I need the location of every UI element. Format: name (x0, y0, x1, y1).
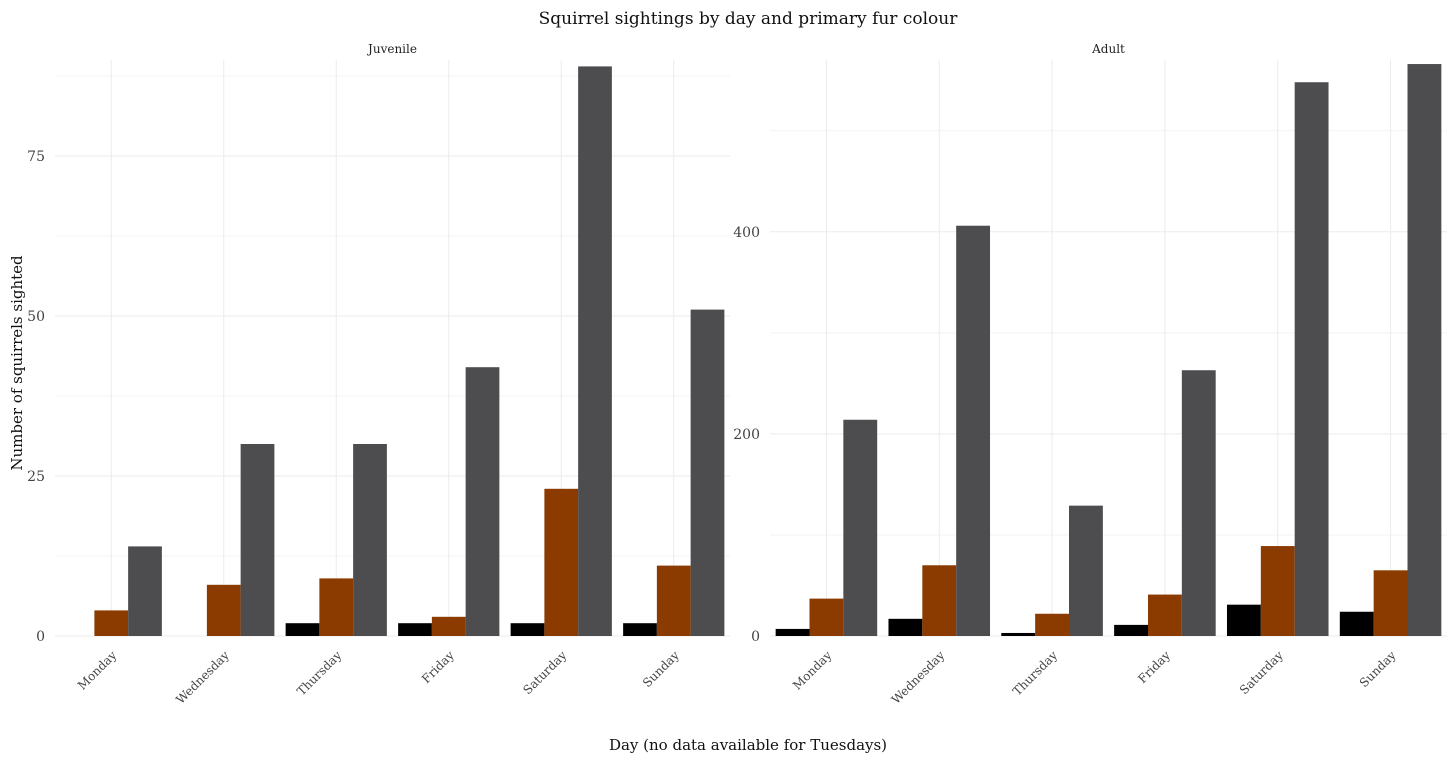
bar-black-sunday (1339, 611, 1374, 636)
bar-gray-saturday (578, 66, 612, 636)
bar-cinnamon-thursday (1035, 613, 1070, 636)
bar-gray-monday (128, 546, 162, 636)
bar-cinnamon-monday (94, 610, 129, 636)
y-axis-title: Number of squirrels sighted (8, 255, 26, 471)
y-tick-label: 0 (751, 629, 760, 645)
bar-black-sunday (623, 623, 657, 636)
y-tick-label: 50 (27, 309, 45, 325)
bar-black-thursday (1001, 632, 1036, 636)
bar-gray-sunday (690, 309, 725, 636)
x-tick-label: Wednesday (173, 648, 232, 707)
bar-gray-monday (843, 419, 878, 636)
bar-cinnamon-wednesday (206, 584, 241, 636)
bar-gray-wednesday (956, 225, 991, 636)
bar-cinnamon-saturday (1260, 546, 1295, 636)
bar-black-friday (1114, 624, 1148, 636)
bar-cinnamon-saturday (544, 488, 579, 636)
y-tick-label: 25 (27, 469, 45, 485)
bar-cinnamon-monday (809, 598, 844, 636)
bar-gray-thursday (1069, 505, 1103, 636)
bar-black-saturday (510, 623, 545, 636)
x-tick-label: Saturday (520, 648, 569, 697)
bar-cinnamon-sunday (656, 565, 691, 636)
bar-black-thursday (285, 623, 320, 636)
x-tick-label: Saturday (1237, 648, 1286, 697)
y-tick-label: 0 (36, 629, 45, 645)
bar-cinnamon-friday (431, 616, 466, 636)
chart-title: Squirrel sightings by day and primary fu… (539, 9, 959, 29)
x-tick-label: Thursday (1010, 648, 1060, 698)
facet-juvenile: 0 25 50 75 Monday Wednesday Thursday Friday Satu… (27, 42, 730, 707)
facet-label: Juvenile (366, 42, 417, 56)
bar-black-friday (398, 623, 432, 636)
bar-gray-sunday (1407, 64, 1442, 636)
bar-black-wednesday (888, 618, 923, 636)
bar-gray-friday (1181, 370, 1216, 636)
bar-gray-wednesday (240, 444, 275, 636)
bar-cinnamon-thursday (319, 578, 354, 636)
x-tick-label: Monday (790, 648, 835, 693)
y-tick-label: 200 (733, 427, 760, 443)
x-tick-label: Thursday (294, 648, 344, 698)
x-tick-label: Monday (75, 648, 120, 693)
bar-black-saturday (1226, 604, 1261, 636)
x-tick-label: Sunday (1357, 648, 1399, 690)
y-tick-label: 400 (733, 225, 760, 241)
x-tick-label: Sunday (640, 648, 682, 690)
x-tick-label: Friday (1135, 648, 1173, 686)
bar-cinnamon-sunday (1373, 570, 1408, 636)
bar-gray-saturday (1294, 82, 1329, 637)
facet-panels: 0 25 50 75 Monday Wednesday Thursday Friday Satu… (27, 42, 1447, 707)
facet-label: Adult (1091, 42, 1125, 56)
bar-gray-thursday (353, 444, 387, 636)
bar-gray-friday (465, 367, 500, 636)
x-axis-title: Day (no data available for Tuesdays) (609, 736, 887, 754)
x-tick-label: Friday (419, 648, 457, 686)
y-tick-label: 75 (27, 149, 45, 165)
x-tick-label: Wednesday (889, 648, 948, 707)
bar-black-monday (775, 628, 810, 636)
bar-cinnamon-friday (1147, 594, 1182, 636)
bar-cinnamon-wednesday (922, 565, 957, 636)
facet-adult: 0 200 400 Monday Wednesday Thursday Friday Satu… (733, 42, 1447, 707)
